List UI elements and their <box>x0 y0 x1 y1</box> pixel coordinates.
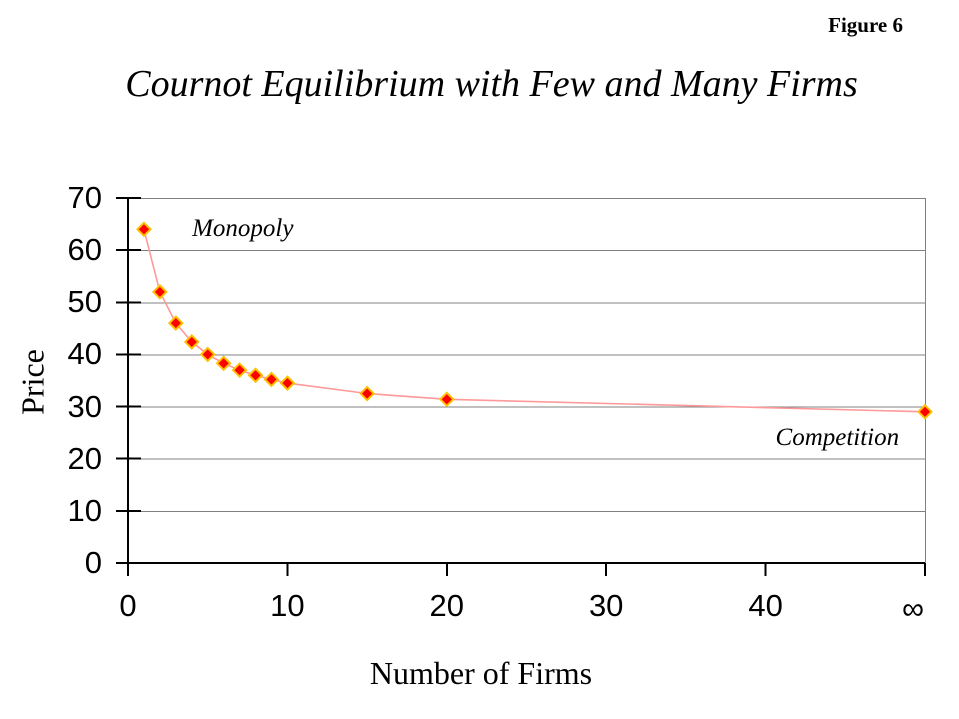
y-tick-label: 30 <box>67 388 102 424</box>
data-point-marker <box>231 362 248 378</box>
y-tick-label: 40 <box>67 336 102 372</box>
data-point-marker <box>247 367 264 384</box>
x-tick-label: 0 <box>119 588 137 623</box>
data-point-marker <box>263 371 280 388</box>
x-tick-label: ∞ <box>901 591 925 626</box>
x-tick-label: 10 <box>270 588 305 623</box>
x-axis-title: Number of Firms <box>369 655 593 691</box>
figure-label: Figure 6 <box>828 13 903 37</box>
data-point-marker <box>438 391 455 408</box>
y-tick-label: 70 <box>67 180 102 215</box>
data-point-marker <box>136 221 152 238</box>
chart-title: Cournot Equilibrium with Few and Many Fi… <box>125 63 858 105</box>
annotation-competition: Competition <box>775 423 900 451</box>
data-point-marker <box>151 283 168 300</box>
x-tick-label: 20 <box>429 588 465 623</box>
y-tick-label: 50 <box>67 284 102 320</box>
data-point-marker <box>279 375 296 392</box>
x-tick-label: 40 <box>748 588 783 623</box>
data-point-marker <box>215 355 232 372</box>
data-point-marker <box>183 333 200 350</box>
data-point-marker <box>917 403 933 420</box>
y-tick-label: 20 <box>67 440 102 476</box>
y-tick-label: 10 <box>67 492 102 528</box>
y-tick-label: 0 <box>84 545 102 580</box>
y-tick-label: 60 <box>67 232 102 268</box>
annotation-monopoly: Monopoly <box>192 215 294 243</box>
series-line <box>143 229 926 413</box>
data-point-marker <box>199 346 216 363</box>
x-tick-label: 30 <box>588 588 624 623</box>
data-point-marker <box>359 385 376 402</box>
data-point-marker <box>167 315 184 332</box>
